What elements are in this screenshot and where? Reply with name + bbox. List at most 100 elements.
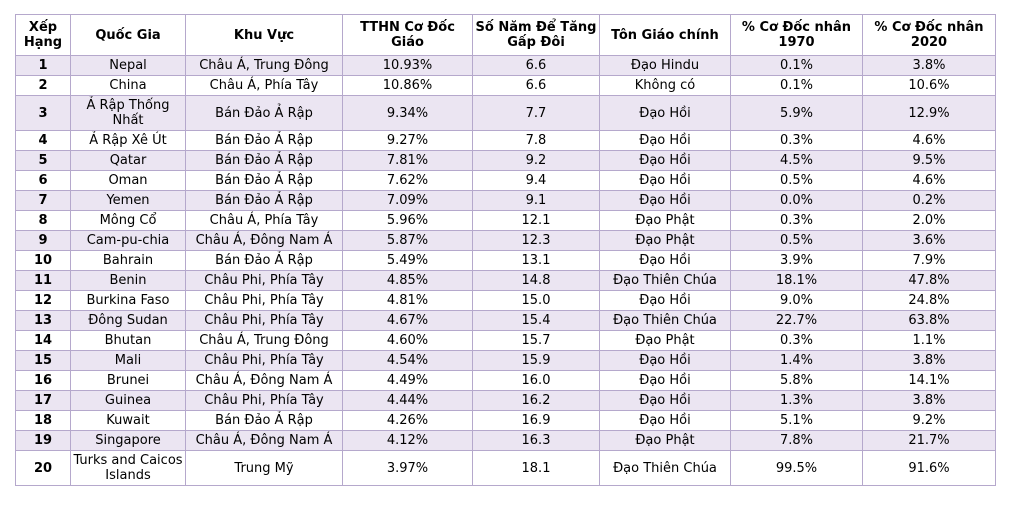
cell-growth-rate: 5.49%	[342, 250, 473, 271]
cell-main-religion: Không có	[599, 75, 731, 96]
cell-country: Ả Rập Thống Nhất	[70, 95, 186, 131]
table-row: 12 Burkina Faso Châu Phi, Phía Tây 4.81% 15.…	[15, 290, 996, 311]
cell-pct-2020: 3.8%	[862, 390, 996, 411]
cell-main-religion: Đạo Thiên Chúa	[599, 310, 731, 331]
cell-pct-2020: 12.9%	[862, 95, 996, 131]
cell-rank: 14	[15, 330, 71, 351]
cell-growth-rate: 10.93%	[342, 55, 473, 76]
table-row: 7 Yemen Bán Đảo Ả Rập 7.09% 9.1 Đạo Hồi 0.0% 0.…	[15, 190, 996, 211]
cell-growth-rate: 4.49%	[342, 370, 473, 391]
cell-pct-1970: 7.8%	[730, 430, 863, 451]
cell-main-religion: Đạo Hồi	[599, 390, 731, 411]
cell-main-religion: Đạo Thiên Chúa	[599, 270, 731, 291]
cell-pct-2020: 14.1%	[862, 370, 996, 391]
cell-pct-2020: 1.1%	[862, 330, 996, 351]
cell-country: Singapore	[70, 430, 186, 451]
cell-country: Turks and Caicos Islands	[70, 450, 186, 486]
cell-rank: 6	[15, 170, 71, 191]
cell-region: Bán Đảo Ả Rập	[185, 250, 343, 271]
table-row: 17 Guinea Châu Phi, Phía Tây 4.44% 16.2 Đạo H…	[15, 390, 996, 411]
cell-growth-rate: 9.27%	[342, 130, 473, 151]
cell-country: Bahrain	[70, 250, 186, 271]
cell-main-religion: Đạo Hồi	[599, 290, 731, 311]
table-row: 20 Turks and Caicos Islands Trung Mỹ 3.97% 1…	[15, 450, 996, 486]
cell-rank: 11	[15, 270, 71, 291]
cell-region: Bán Đảo Ả Rập	[185, 150, 343, 171]
cell-rank: 13	[15, 310, 71, 331]
cell-pct-1970: 0.1%	[730, 75, 863, 96]
cell-pct-1970: 0.5%	[730, 170, 863, 191]
table-row: 11 Benin Châu Phi, Phía Tây 4.85% 14.8 Đạo Th…	[15, 270, 996, 291]
table-row: 15 Mali Châu Phi, Phía Tây 4.54% 15.9 Đạo Hồi…	[15, 350, 996, 371]
cell-country: Yemen	[70, 190, 186, 211]
cell-rank: 8	[15, 210, 71, 231]
cell-doubling-years: 12.1	[472, 210, 600, 231]
cell-pct-2020: 4.6%	[862, 170, 996, 191]
cell-pct-1970: 3.9%	[730, 250, 863, 271]
table-row: 19 Singapore Châu Á, Đông Nam Á 4.12% 16.3 Đạ…	[15, 430, 996, 451]
cell-pct-2020: 3.8%	[862, 55, 996, 76]
cell-region: Châu Phi, Phía Tây	[185, 270, 343, 291]
cell-country: China	[70, 75, 186, 96]
header-pct-2020: % Cơ Đốc nhân 2020	[862, 14, 996, 56]
christian-growth-table: Xếp Hạng Quốc Gia Khu Vực TTHN Cơ Đốc Gi…	[15, 14, 996, 486]
cell-region: Bán Đảo Ả Rập	[185, 170, 343, 191]
cell-doubling-years: 16.2	[472, 390, 600, 411]
cell-rank: 3	[15, 95, 71, 131]
cell-rank: 20	[15, 450, 71, 486]
cell-main-religion: Đạo Hồi	[599, 410, 731, 431]
cell-pct-1970: 22.7%	[730, 310, 863, 331]
cell-rank: 15	[15, 350, 71, 371]
cell-doubling-years: 14.8	[472, 270, 600, 291]
table-row: 10 Bahrain Bán Đảo Ả Rập 5.49% 13.1 Đạo Hồi 3.…	[15, 250, 996, 271]
cell-rank: 5	[15, 150, 71, 171]
cell-main-religion: Đạo Phật	[599, 210, 731, 231]
cell-rank: 9	[15, 230, 71, 251]
cell-pct-2020: 7.9%	[862, 250, 996, 271]
cell-region: Châu Phi, Phía Tây	[185, 390, 343, 411]
cell-pct-2020: 24.8%	[862, 290, 996, 311]
cell-growth-rate: 9.34%	[342, 95, 473, 131]
cell-doubling-years: 15.4	[472, 310, 600, 331]
table-row: 8 Mông Cổ Châu Á, Phía Tây 5.96% 12.1 Đạo Phậ…	[15, 210, 996, 231]
cell-main-religion: Đạo Hồi	[599, 150, 731, 171]
cell-rank: 2	[15, 75, 71, 96]
cell-country: Benin	[70, 270, 186, 291]
cell-doubling-years: 12.3	[472, 230, 600, 251]
cell-rank: 4	[15, 130, 71, 151]
cell-pct-2020: 91.6%	[862, 450, 996, 486]
cell-pct-1970: 5.1%	[730, 410, 863, 431]
cell-doubling-years: 9.4	[472, 170, 600, 191]
cell-country: Ả Rập Xê Út	[70, 130, 186, 151]
cell-rank: 16	[15, 370, 71, 391]
cell-pct-1970: 0.5%	[730, 230, 863, 251]
cell-pct-1970: 1.3%	[730, 390, 863, 411]
cell-pct-1970: 0.3%	[730, 210, 863, 231]
cell-growth-rate: 4.54%	[342, 350, 473, 371]
cell-main-religion: Đạo Hồi	[599, 95, 731, 131]
cell-doubling-years: 16.3	[472, 430, 600, 451]
table-row: 18 Kuwait Bán Đảo Ả Rập 4.26% 16.9 Đạo Hồi 5.1…	[15, 410, 996, 431]
cell-country: Đông Sudan	[70, 310, 186, 331]
cell-region: Châu Phi, Phía Tây	[185, 290, 343, 311]
cell-main-religion: Đạo Hồi	[599, 130, 731, 151]
cell-growth-rate: 4.85%	[342, 270, 473, 291]
table-row: 9 Cam-pu-chia Châu Á, Đông Nam Á 5.87% 12.3 Đ…	[15, 230, 996, 251]
cell-region: Bán Đảo Ả Rập	[185, 190, 343, 211]
cell-growth-rate: 4.67%	[342, 310, 473, 331]
cell-growth-rate: 4.12%	[342, 430, 473, 451]
cell-country: Guinea	[70, 390, 186, 411]
header-growth-rate: TTHN Cơ Đốc Giáo	[342, 14, 473, 56]
cell-rank: 1	[15, 55, 71, 76]
cell-country: Kuwait	[70, 410, 186, 431]
cell-growth-rate: 7.81%	[342, 150, 473, 171]
cell-growth-rate: 5.96%	[342, 210, 473, 231]
cell-country: Nepal	[70, 55, 186, 76]
cell-country: Qatar	[70, 150, 186, 171]
header-row: Xếp Hạng Quốc Gia Khu Vực TTHN Cơ Đốc Gi…	[15, 14, 996, 56]
cell-rank: 7	[15, 190, 71, 211]
cell-region: Châu Phi, Phía Tây	[185, 310, 343, 331]
cell-pct-1970: 0.0%	[730, 190, 863, 211]
